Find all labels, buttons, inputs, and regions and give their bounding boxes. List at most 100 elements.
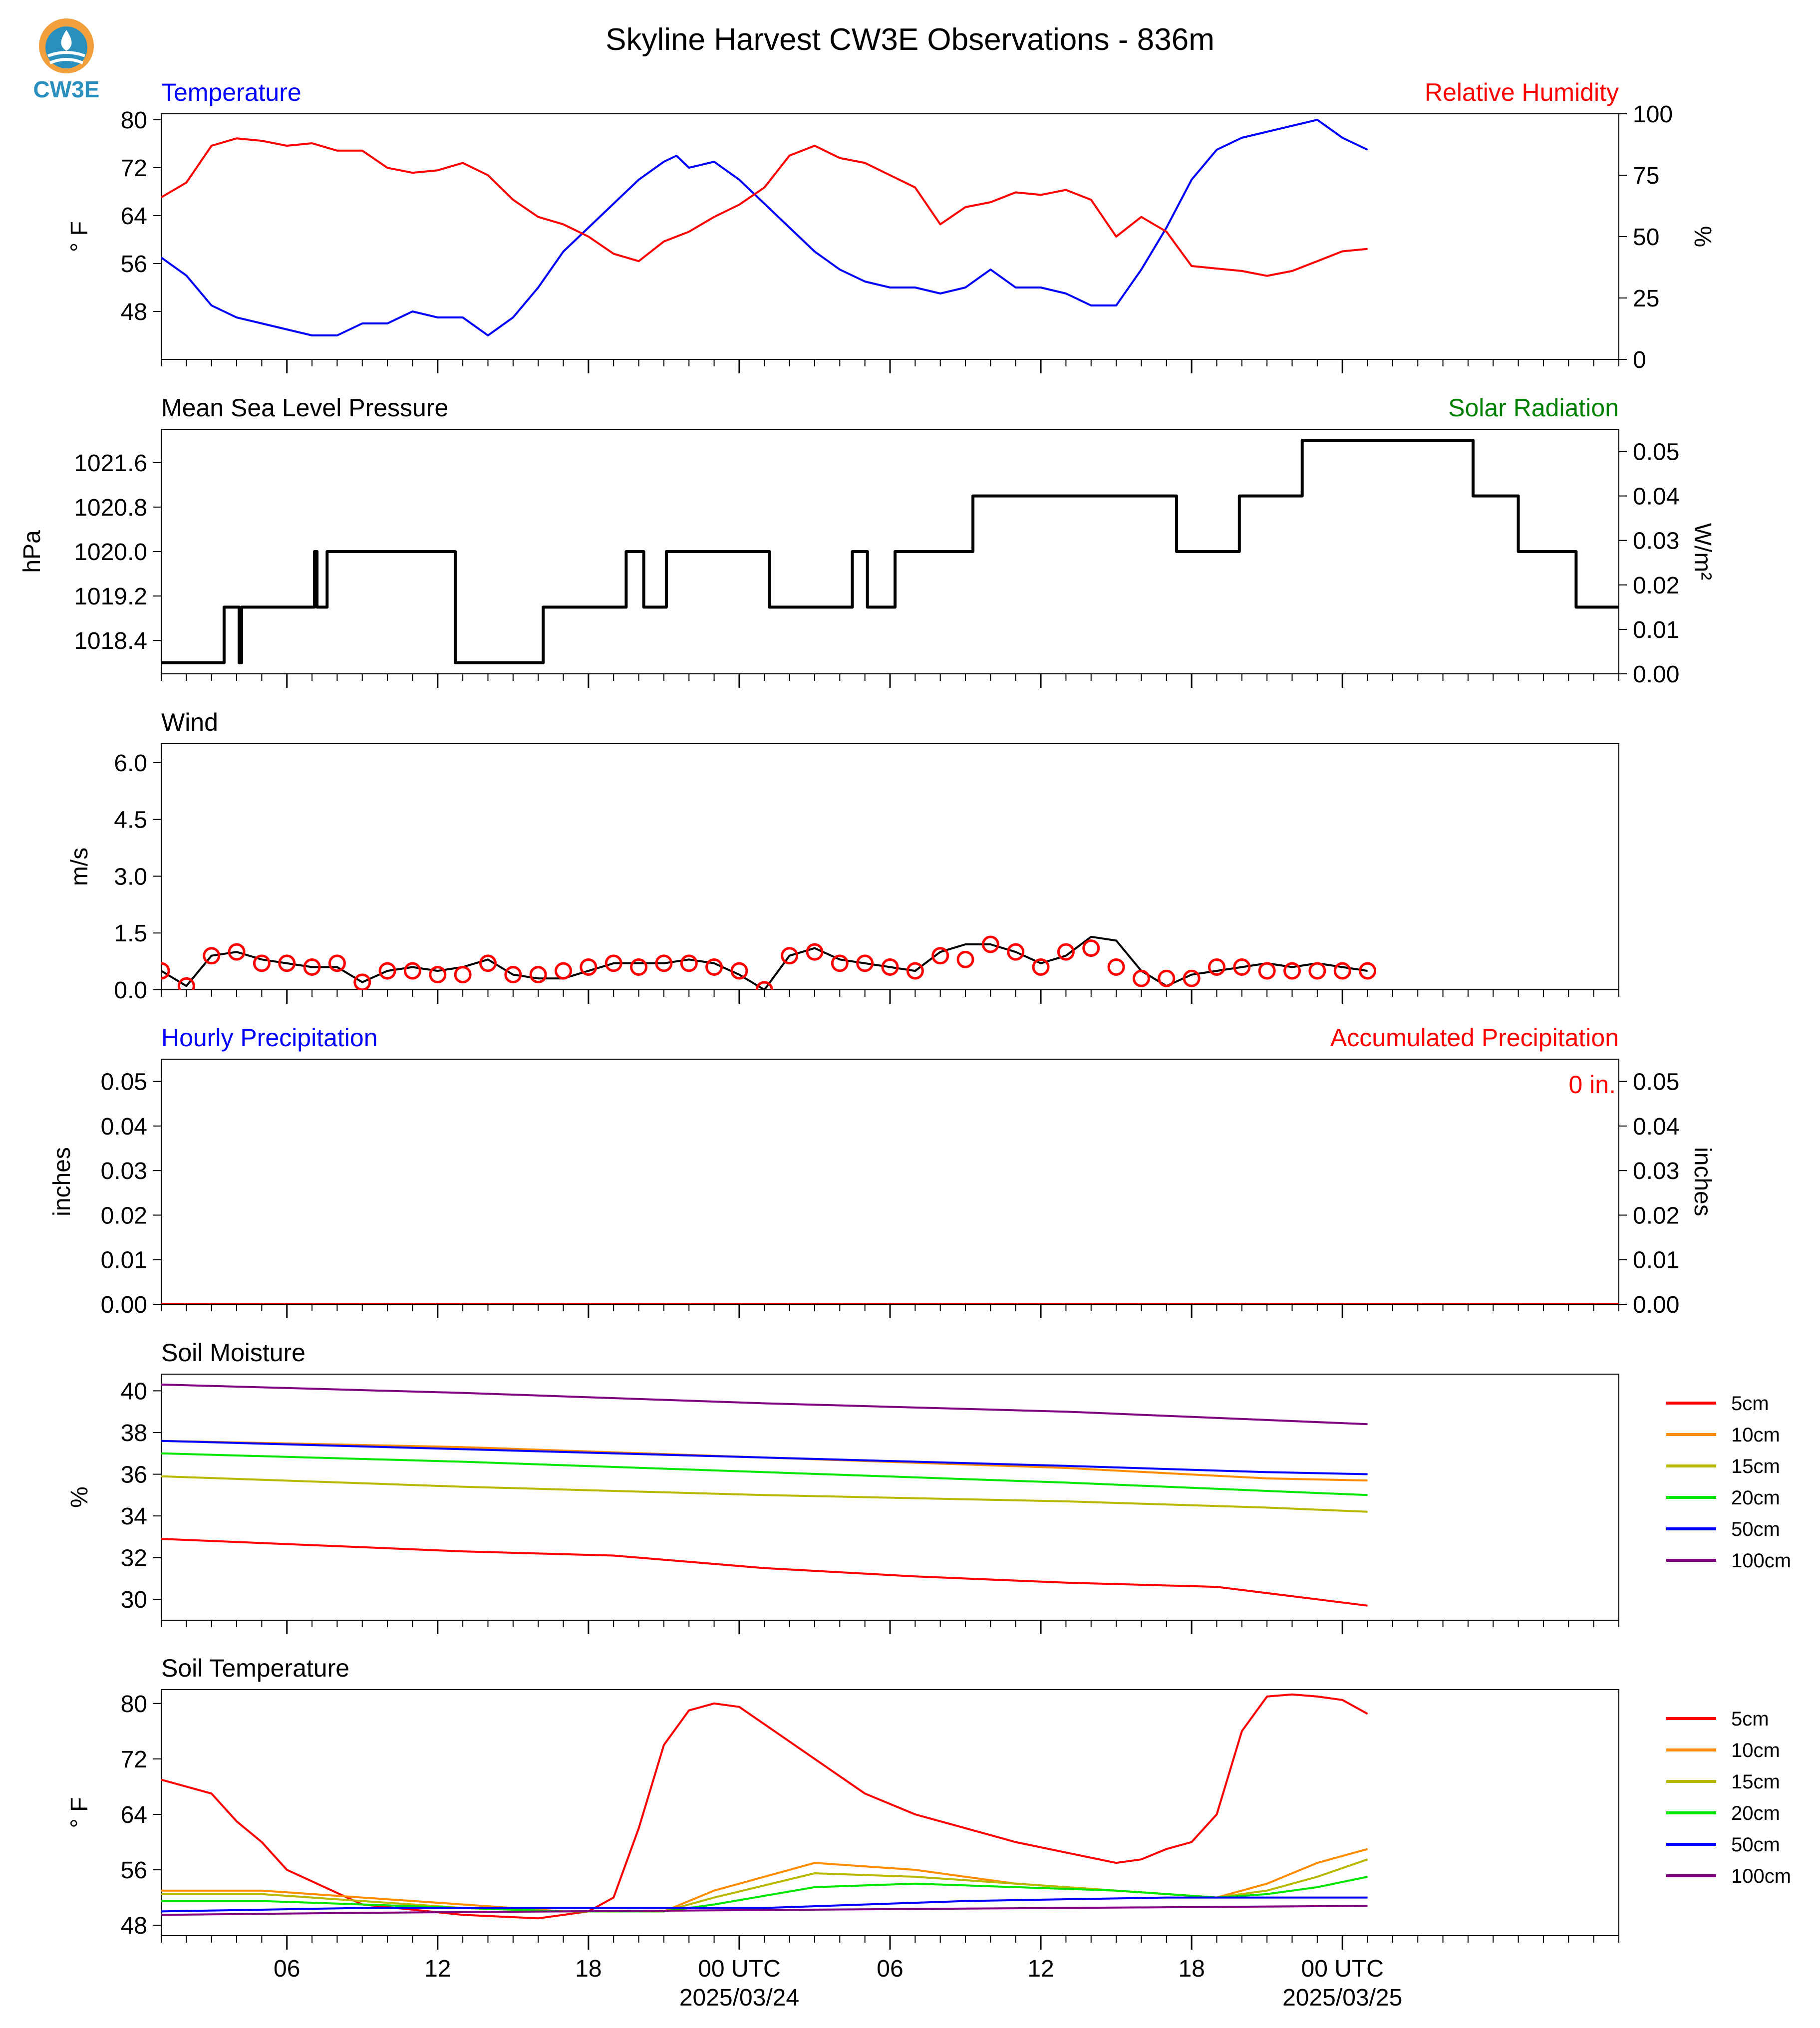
series-temperature [161,119,1368,336]
y-tick-label: 0.04 [101,1114,147,1140]
y-tick-label: 64 [121,203,147,230]
x-tick-label: 12 [424,1956,451,1982]
x-date-label: 2025/03/24 [679,1985,799,2011]
gust-marker [1258,962,1276,980]
gust-marker [278,954,296,972]
y-right-tick-label: 0.04 [1633,1114,1679,1140]
y-right-tick-label: 0.03 [1633,528,1679,555]
legend-label: 15cm [1731,1771,1780,1793]
panel-pressure: 1018.4 1019.2 1020.0 1020.8 1021.6 0.00 0.01 0.… [19,394,1716,688]
series-15cm [161,1475,1368,1513]
accumulated-annotation: 0 in. [1568,1071,1616,1099]
gust-marker [479,954,497,972]
gust-marker [1359,962,1377,980]
legend-label: 10cm [1731,1424,1780,1446]
y-tick-label: 64 [121,1802,147,1828]
x-tick-label: 12 [1027,1956,1054,1982]
gust-marker [981,935,999,953]
y-tick-label: 4.5 [114,807,147,834]
legend-label: 50cm [1731,1518,1780,1540]
y-right-tick-label: 0.04 [1633,484,1679,510]
y-tick-label: 1020.8 [74,495,147,521]
gust-marker [881,958,899,976]
y-right-tick-label: 0 [1633,347,1646,373]
y-tick-label: 30 [121,1587,147,1613]
gust-marker [806,943,824,961]
series-relative-humidity [161,137,1368,277]
gust-marker [630,958,648,976]
series-50cm [161,1896,1368,1913]
gust-marker [1158,969,1176,987]
series-15cm [161,1858,1368,1913]
series-10cm [161,1848,1368,1913]
y-axis-label: % [66,1486,93,1508]
gust-marker [328,954,346,972]
panel-temperature-rh: 48 56 64 72 80 0 25 50 75 100 Temperature Relative … [66,78,1716,373]
gust-marker [1057,943,1075,961]
legend-label: 50cm [1731,1834,1780,1856]
y-tick-label: 3.0 [114,864,147,890]
x-tick-label: 06 [274,1956,300,1982]
gust-marker [931,947,949,965]
gust-marker [655,954,673,972]
gust-marker [378,962,396,980]
y-tick-label: 0.05 [101,1069,147,1096]
series-50cm [161,1440,1368,1475]
y-tick-label: 72 [121,155,147,182]
y-tick-label: 6.0 [114,750,147,777]
y-tick-label: 0.01 [101,1247,147,1274]
logo-drop-icon [61,30,72,51]
legend-label: 100cm [1731,1865,1791,1887]
panel-title-right: Accumulated Precipitation [1330,1024,1619,1052]
gust-marker [454,966,472,984]
figure-title: Skyline Harvest CW3E Observations - 836m [606,22,1214,57]
gust-marker [1233,958,1251,976]
y-tick-label: 80 [121,1691,147,1718]
gust-marker [228,943,246,961]
panel-wind: 0.0 1.5 3.0 4.5 6.0 Wind m/s [66,708,1619,1004]
gust-marker [1333,962,1351,980]
y-right-tick-label: 0.05 [1633,1069,1679,1096]
y-right-tick-label: 0.01 [1633,1247,1679,1274]
y-right-tick-label: 100 [1633,101,1673,128]
gust-marker [705,958,723,976]
x-tick-label: 00 UTC [1301,1956,1384,1982]
gust-marker [1107,958,1125,976]
y-tick-label: 1019.2 [74,583,147,610]
y-right-tick-label: 0.05 [1633,439,1679,466]
panel-title-left: Mean Sea Level Pressure [161,394,448,422]
y-right-tick-label: 0.00 [1633,1292,1679,1318]
gust-marker [781,947,799,965]
series-10cm [161,1440,1368,1482]
panel-title-left: Hourly Precipitation [161,1024,378,1052]
y-right-tick-label: 25 [1633,286,1659,312]
y-tick-label: 34 [121,1503,147,1530]
y-right-tick-label: 0.02 [1633,573,1679,599]
panel-title-left: Soil Temperature [161,1654,349,1682]
legend-label: 10cm [1731,1739,1780,1761]
y-tick-label: 40 [121,1378,147,1405]
gust-marker [203,947,221,965]
y-tick-label: 1020.0 [74,539,147,566]
series-20cm [161,1452,1368,1496]
gust-marker [429,966,447,984]
panel-soil-moisture: 30 32 34 36 38 40 Soil Moisture% 5cm 10cm 15cm 20c… [66,1339,1791,1634]
legend-label: 15cm [1731,1455,1780,1477]
y-axis-label: ° F [66,221,93,252]
y-tick-label: 0.0 [114,977,147,1004]
gust-marker [1183,969,1201,987]
x-tick-label: 18 [575,1956,602,1982]
panel-title-right: Relative Humidity [1425,78,1619,106]
gust-marker [504,966,522,984]
gust-marker [1082,939,1100,957]
y-right-tick-label: 0.02 [1633,1202,1679,1229]
y-tick-label: 38 [121,1420,147,1447]
series-100cm [161,1905,1368,1916]
y-axis-label: hPa [19,530,45,573]
gust-marker [177,977,195,990]
y-right-axis-label: % [1689,226,1716,248]
x-tick-label: 06 [877,1956,903,1982]
y-right-tick-label: 0.03 [1633,1158,1679,1184]
y-tick-label: 56 [121,1857,147,1884]
